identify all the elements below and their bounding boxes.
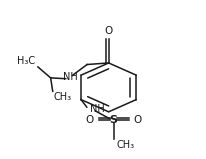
Text: NH: NH bbox=[62, 72, 77, 82]
Text: NH: NH bbox=[90, 104, 104, 114]
Text: CH₃: CH₃ bbox=[116, 140, 134, 150]
Text: O: O bbox=[85, 115, 94, 125]
Text: CH₃: CH₃ bbox=[54, 92, 71, 102]
Text: S: S bbox=[109, 115, 117, 125]
Text: H₃C: H₃C bbox=[17, 56, 35, 66]
Text: O: O bbox=[104, 26, 112, 36]
Text: O: O bbox=[132, 115, 141, 125]
